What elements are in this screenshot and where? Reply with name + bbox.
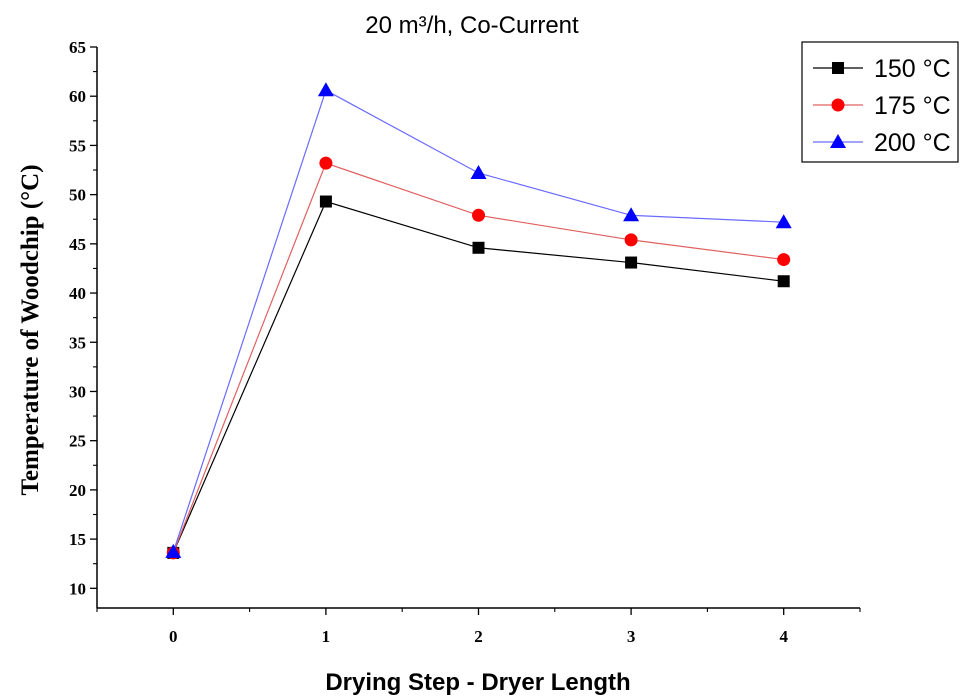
plot-area (165, 82, 792, 560)
data-point (775, 214, 792, 229)
y-tick-label: 40 (69, 284, 86, 303)
series-line (172, 89, 784, 553)
series-2 (165, 82, 792, 558)
data-point (472, 241, 485, 254)
series-1 (166, 156, 791, 560)
data-point (777, 275, 790, 288)
y-tick-label: 60 (69, 87, 86, 106)
chart-title: 20 m³/h, Co-Current (365, 12, 579, 39)
x-tick-label: 1 (322, 627, 331, 646)
legend-label: 150 °C (874, 55, 951, 83)
y-tick-label: 65 (69, 38, 86, 57)
x-tick-label: 2 (474, 627, 483, 646)
y-tick-label: 35 (69, 333, 86, 352)
axes (96, 47, 860, 609)
x-axis-label: Drying Step - Dryer Length (325, 669, 630, 696)
y-tick-labels: 10 15 20 25 30 35 40 45 50 55 60 65 (69, 38, 86, 598)
y-tick-label: 45 (69, 235, 86, 254)
legend-label: 200 °C (874, 129, 951, 157)
x-tick-label: 0 (169, 627, 178, 646)
legend-marker (830, 134, 846, 148)
data-point (624, 233, 638, 247)
data-point (472, 208, 485, 222)
legend-label: 175 °C (874, 92, 951, 120)
data-point (165, 543, 182, 558)
data-point (317, 82, 334, 97)
y-tick-label: 30 (69, 382, 86, 401)
data-point (319, 156, 333, 170)
x-tick-label: 3 (627, 627, 636, 646)
data-point (319, 195, 332, 208)
legend: 150 °C 175 °C 200 °C (801, 41, 959, 163)
y-tick-label: 15 (69, 530, 86, 549)
y-tick-label: 20 (69, 481, 86, 500)
data-point (777, 253, 791, 267)
legend-marker (832, 62, 844, 74)
y-tick-label: 50 (69, 186, 86, 205)
data-point (623, 207, 640, 222)
y-tick-label: 25 (69, 432, 86, 451)
y-tick-label: 55 (69, 136, 86, 155)
x-tick-label: 4 (779, 627, 788, 646)
series-line (172, 200, 784, 554)
tick-marks (90, 46, 861, 615)
data-point (470, 164, 487, 179)
series-0 (167, 195, 790, 559)
x-tick-labels: 0 1 2 3 4 (169, 627, 788, 646)
legend-marker (831, 98, 845, 112)
y-axis-label: Temperature of Woodchip (°C) (17, 164, 44, 495)
y-tick-label: 10 (69, 579, 86, 598)
data-point (625, 256, 638, 269)
